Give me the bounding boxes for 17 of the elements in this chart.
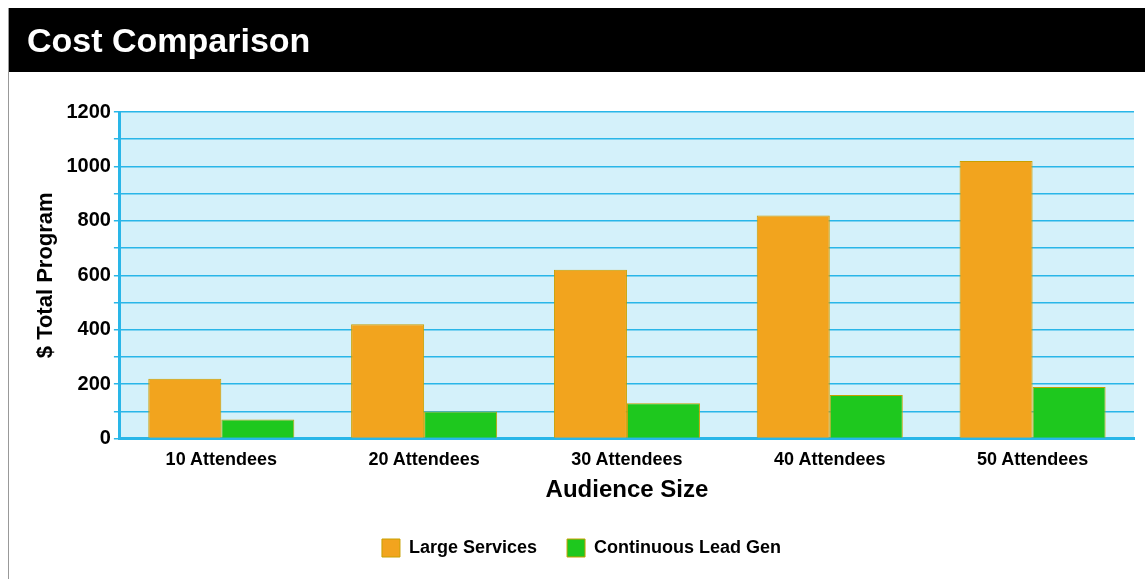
y-tick-label: 0 <box>99 426 111 449</box>
y-tick-label: 1000 <box>66 153 111 176</box>
y-tick-label: 1200 <box>66 99 111 122</box>
chart-title: Cost Comparison <box>9 8 1145 72</box>
x-tick-label: 30 Attendees <box>571 449 683 470</box>
x-axis-title: Audience Size <box>545 475 709 503</box>
legend-label: Large Services <box>408 536 538 557</box>
x-tick-label: 10 Attendees <box>165 449 277 470</box>
y-tick-label: 400 <box>77 317 111 340</box>
y-axis-title: $ Total Program <box>32 192 58 359</box>
y-tick-label: 800 <box>77 208 111 231</box>
y-tick-label: 200 <box>77 371 111 394</box>
x-tick-label: 20 Attendees <box>368 449 480 470</box>
legend-label: Continuous Lead Gen <box>594 536 782 557</box>
x-tick-label: 50 Attendees <box>976 449 1089 470</box>
y-tick-label: 600 <box>77 262 111 285</box>
x-tick-label: 40 Attendees <box>774 449 886 470</box>
